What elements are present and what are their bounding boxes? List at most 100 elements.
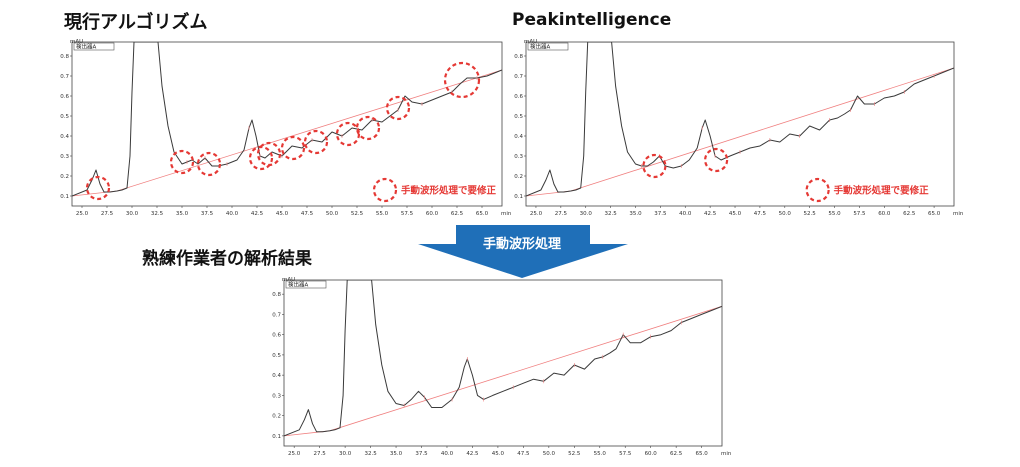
y-tick-label: 0.4 bbox=[272, 373, 281, 379]
x-tick-label: 55.0 bbox=[594, 451, 607, 457]
x-tick-label: 47.5 bbox=[754, 211, 767, 217]
chart-current-algorithm: 0.1 0.2 0.3 0.4 0.5 0.6 0.7 0.8 25.0 27.5 30.0 32.5… bbox=[60, 39, 512, 217]
y-tick-label: 0.8 bbox=[60, 54, 69, 60]
x-tick-label: 32.5 bbox=[364, 451, 377, 457]
correction-marker bbox=[385, 95, 411, 121]
legend-entry: 検出器A bbox=[288, 281, 309, 289]
x-tick-label: 62.5 bbox=[670, 451, 683, 457]
y-axis-unit: mAU bbox=[282, 277, 295, 283]
x-tick-label: 27.5 bbox=[555, 211, 568, 217]
y-tick-label: 0.5 bbox=[514, 114, 523, 120]
y-tick-label: 0.6 bbox=[272, 333, 281, 339]
y-tick-label: 0.4 bbox=[514, 134, 523, 140]
x-tick-label: 37.5 bbox=[201, 211, 214, 217]
x-tick-label: 60.0 bbox=[878, 211, 891, 217]
x-tick-label: 40.0 bbox=[679, 211, 692, 217]
x-unit-label: min bbox=[721, 451, 732, 457]
x-tick-label: 50.0 bbox=[779, 211, 792, 217]
x-tick-label: 42.5 bbox=[704, 211, 717, 217]
correction-marker bbox=[280, 135, 306, 161]
note-label: 手動波形処理で要修正 bbox=[834, 185, 930, 197]
y-tick-label: 0.1 bbox=[60, 194, 69, 200]
x-tick-label: 32.5 bbox=[604, 211, 617, 217]
x-tick-label: 50.0 bbox=[326, 211, 339, 217]
x-tick-label: 50.0 bbox=[543, 451, 556, 457]
note-marker bbox=[805, 177, 830, 203]
x-tick-label: 25.0 bbox=[76, 211, 89, 217]
legend-entry: 検出器A bbox=[76, 43, 97, 51]
x-tick-label: 40.0 bbox=[441, 451, 454, 457]
x-tick-label: 47.5 bbox=[301, 211, 314, 217]
y-tick-label: 0.5 bbox=[272, 353, 281, 359]
x-tick-label: 57.5 bbox=[853, 211, 866, 217]
x-tick-label: 62.5 bbox=[451, 211, 464, 217]
x-tick-label: 52.5 bbox=[351, 211, 364, 217]
x-tick-label: 65.0 bbox=[476, 211, 489, 217]
x-tick-label: 57.5 bbox=[619, 451, 632, 457]
signal-line bbox=[72, 42, 502, 197]
y-tick-label: 0.8 bbox=[272, 292, 281, 298]
x-tick-label: 55.0 bbox=[828, 211, 841, 217]
chart-expert-result: 0.1 0.2 0.3 0.4 0.5 0.6 0.7 0.8 25.0 27.5 30.0 32.5… bbox=[272, 277, 732, 457]
heading-expert-result: 熟練作業者の解析結果 bbox=[142, 249, 312, 269]
x-tick-label: 45.0 bbox=[492, 451, 505, 457]
x-tick-label: 60.0 bbox=[426, 211, 439, 217]
x-tick-label: 35.0 bbox=[390, 451, 403, 457]
x-tick-label: 35.0 bbox=[629, 211, 642, 217]
correction-marker bbox=[355, 115, 381, 141]
x-tick-label: 45.0 bbox=[276, 211, 289, 217]
correction-marker bbox=[196, 151, 222, 177]
y-tick-label: 0.5 bbox=[60, 114, 69, 120]
correction-marker bbox=[443, 61, 481, 99]
x-tick-label: 45.0 bbox=[729, 211, 742, 217]
x-tick-label: 65.0 bbox=[928, 211, 941, 217]
y-tick-label: 0.1 bbox=[514, 194, 523, 200]
y-axis-unit: mAU bbox=[70, 39, 83, 45]
y-tick-label: 0.7 bbox=[272, 312, 281, 318]
down-arrow-icon bbox=[418, 225, 628, 278]
signal-line bbox=[526, 42, 954, 197]
x-tick-label: 57.5 bbox=[401, 211, 414, 217]
legend-box bbox=[527, 42, 569, 51]
plot-frame bbox=[283, 279, 723, 447]
y-tick-label: 0.6 bbox=[60, 94, 69, 100]
x-tick-label: 32.5 bbox=[151, 211, 164, 217]
x-tick-label: 60.0 bbox=[645, 451, 658, 457]
arrow-label: 手動波形処理 bbox=[483, 236, 561, 252]
x-tick-label: 25.0 bbox=[530, 211, 543, 217]
legend-box bbox=[73, 42, 115, 51]
legend-box bbox=[285, 280, 327, 289]
x-tick-label: 27.5 bbox=[101, 211, 114, 217]
x-tick-label: 47.5 bbox=[517, 451, 530, 457]
y-tick-label: 0.4 bbox=[60, 134, 69, 140]
plot-frame bbox=[71, 41, 503, 207]
x-tick-label: 30.0 bbox=[126, 211, 139, 217]
heading-current-algorithm: 現行アルゴリズム bbox=[64, 12, 208, 33]
x-tick-label: 52.5 bbox=[568, 451, 581, 457]
x-tick-label: 35.0 bbox=[176, 211, 189, 217]
signal-line bbox=[284, 280, 722, 437]
x-tick-label: 65.0 bbox=[696, 451, 709, 457]
x-tick-label: 52.5 bbox=[804, 211, 817, 217]
x-tick-label: 42.5 bbox=[466, 451, 479, 457]
y-tick-label: 0.6 bbox=[514, 94, 523, 100]
correction-marker bbox=[303, 129, 329, 155]
y-tick-label: 0.2 bbox=[60, 174, 69, 180]
y-tick-label: 0.7 bbox=[60, 74, 69, 80]
heading-peakintelligence: Peakintelligence bbox=[512, 10, 672, 30]
x-tick-label: 62.5 bbox=[903, 211, 916, 217]
legend-entry: 検出器A bbox=[530, 43, 551, 51]
y-tick-label: 0.3 bbox=[60, 154, 69, 160]
y-tick-label: 0.7 bbox=[514, 74, 523, 80]
y-tick-label: 0.3 bbox=[272, 393, 281, 399]
y-tick-label: 0.8 bbox=[514, 54, 523, 60]
x-tick-label: 30.0 bbox=[339, 451, 352, 457]
chart-peakintelligence: 0.1 0.2 0.3 0.4 0.5 0.6 0.7 0.8 25.0 27.5 30.0 32.5… bbox=[514, 39, 964, 217]
x-unit-label: min bbox=[953, 211, 964, 217]
y-tick-label: 0.3 bbox=[514, 154, 523, 160]
x-tick-label: 30.0 bbox=[580, 211, 593, 217]
y-axis-unit: mAU bbox=[524, 39, 537, 45]
x-unit-label: min bbox=[501, 211, 512, 217]
correction-marker bbox=[642, 153, 667, 179]
